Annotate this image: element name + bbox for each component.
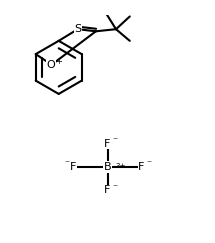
Text: ⁻: ⁻ bbox=[65, 160, 70, 170]
Text: +: + bbox=[55, 58, 62, 67]
Text: 3+: 3+ bbox=[116, 163, 126, 169]
Text: ⁻: ⁻ bbox=[147, 160, 152, 170]
Text: S: S bbox=[74, 24, 81, 34]
Text: F: F bbox=[70, 162, 77, 172]
Text: ⁻: ⁻ bbox=[113, 136, 118, 146]
Text: F: F bbox=[138, 162, 145, 172]
Text: O: O bbox=[46, 60, 55, 70]
Text: ⁻: ⁻ bbox=[113, 183, 118, 193]
Text: B: B bbox=[104, 162, 111, 172]
Text: F: F bbox=[104, 185, 111, 195]
Text: F: F bbox=[104, 139, 111, 149]
